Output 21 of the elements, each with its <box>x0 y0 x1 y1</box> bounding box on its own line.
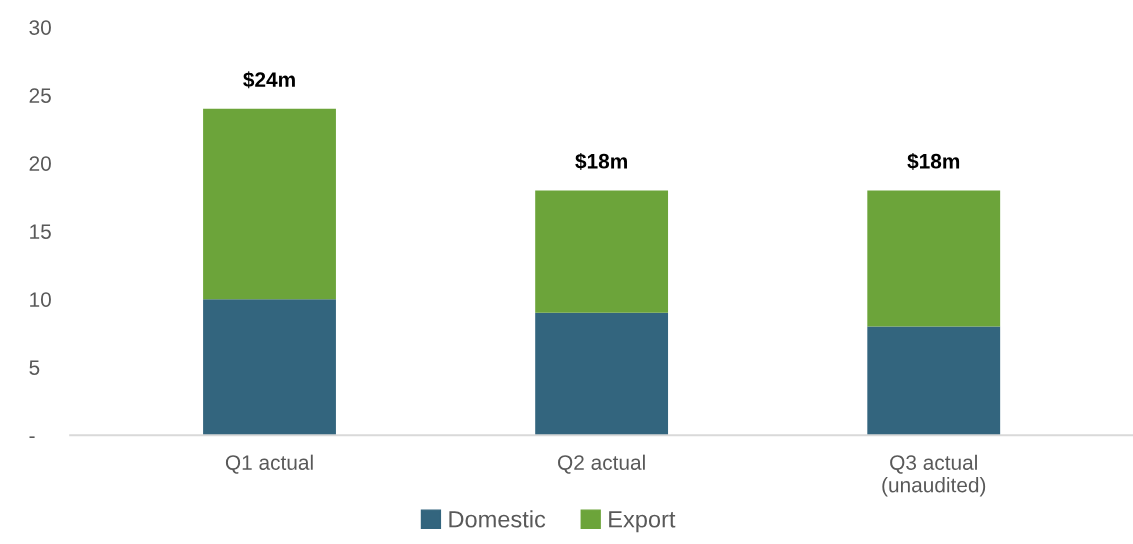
bar <box>203 299 336 436</box>
total-label: $18m <box>575 152 627 170</box>
bar <box>535 190 669 313</box>
y-tick-label: 15 <box>30 224 51 239</box>
legend-label: Domestic <box>449 510 546 528</box>
bar <box>867 190 1001 327</box>
legend-label: Export <box>609 511 676 533</box>
y-tick-label: 30 <box>29 20 51 35</box>
x-tick-label: Q1 actual <box>225 454 313 474</box>
bar <box>535 312 669 436</box>
y-tick-label: 20 <box>29 156 51 171</box>
y-tick-label: - <box>29 436 35 439</box>
y-tick-label: 10 <box>30 292 51 307</box>
total-label: $24m <box>243 71 295 89</box>
total-label: $18m <box>907 152 960 170</box>
bar <box>203 108 336 300</box>
x-tick-label: Q3 actual (unaudited) <box>882 454 986 497</box>
y-tick-label: 5 <box>29 360 40 375</box>
y-tick-label: 25 <box>29 88 51 103</box>
bar <box>867 326 1001 436</box>
x-tick-label: Q2 actual <box>558 454 645 474</box>
